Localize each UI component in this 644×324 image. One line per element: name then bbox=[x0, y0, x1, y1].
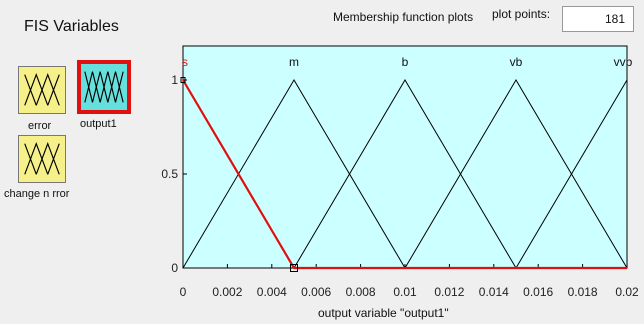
x-tick-label: 0.004 bbox=[257, 285, 287, 299]
variable-label-output1: output1 bbox=[80, 118, 117, 130]
mf-handle bbox=[180, 77, 186, 83]
x-tick-label: 0.016 bbox=[523, 285, 553, 299]
membership-triangles-icon bbox=[24, 142, 60, 175]
y-tick-label: 1 bbox=[171, 73, 178, 87]
x-tick-label: 0.02 bbox=[615, 285, 639, 299]
mf-line-m bbox=[182, 79, 406, 269]
membership-triangles-icon bbox=[84, 71, 124, 103]
y-tick-label: 0 bbox=[171, 261, 178, 275]
mf-line-s bbox=[182, 79, 627, 270]
mf-label-vb: vb bbox=[510, 55, 523, 69]
membership-triangles-icon bbox=[24, 73, 60, 106]
x-tick-label: 0.012 bbox=[434, 285, 464, 299]
mf-line-b bbox=[293, 79, 517, 269]
mf-label-m: m bbox=[289, 55, 299, 69]
input-variable-error-icon[interactable] bbox=[18, 66, 66, 114]
x-tick-label: 0.018 bbox=[568, 285, 598, 299]
x-tick-label: 0 bbox=[180, 285, 187, 299]
mf-label-s: s bbox=[182, 55, 188, 69]
mf-handle bbox=[290, 264, 298, 272]
fis-variables-title: FIS Variables bbox=[24, 18, 119, 35]
plot-points-label: plot points: bbox=[492, 7, 551, 21]
x-tick-label: 0.002 bbox=[212, 285, 242, 299]
x-tick-label: 0.01 bbox=[393, 285, 417, 299]
variable-label-change-in-error: change n rror bbox=[4, 188, 70, 200]
mf-line-vvb bbox=[515, 79, 628, 269]
plot-points-input[interactable] bbox=[562, 6, 634, 32]
x-axis-label: output variable "output1" bbox=[318, 306, 449, 320]
membership-plot-title: Membership function plots bbox=[333, 10, 474, 24]
mf-label-vvb: vvb bbox=[614, 55, 633, 69]
output-variable-output1-icon[interactable] bbox=[77, 60, 131, 114]
x-tick-label: 0.008 bbox=[346, 285, 376, 299]
mf-line-vb bbox=[404, 79, 628, 269]
mf-label-b: b bbox=[402, 55, 409, 69]
plot-area bbox=[182, 45, 628, 269]
x-tick-label: 0.014 bbox=[479, 285, 509, 299]
x-tick-label: 0.006 bbox=[301, 285, 331, 299]
y-tick-label: 0.5 bbox=[161, 167, 178, 181]
variable-label-error: error bbox=[28, 120, 52, 132]
input-variable-change-in-error-icon[interactable] bbox=[18, 135, 66, 183]
